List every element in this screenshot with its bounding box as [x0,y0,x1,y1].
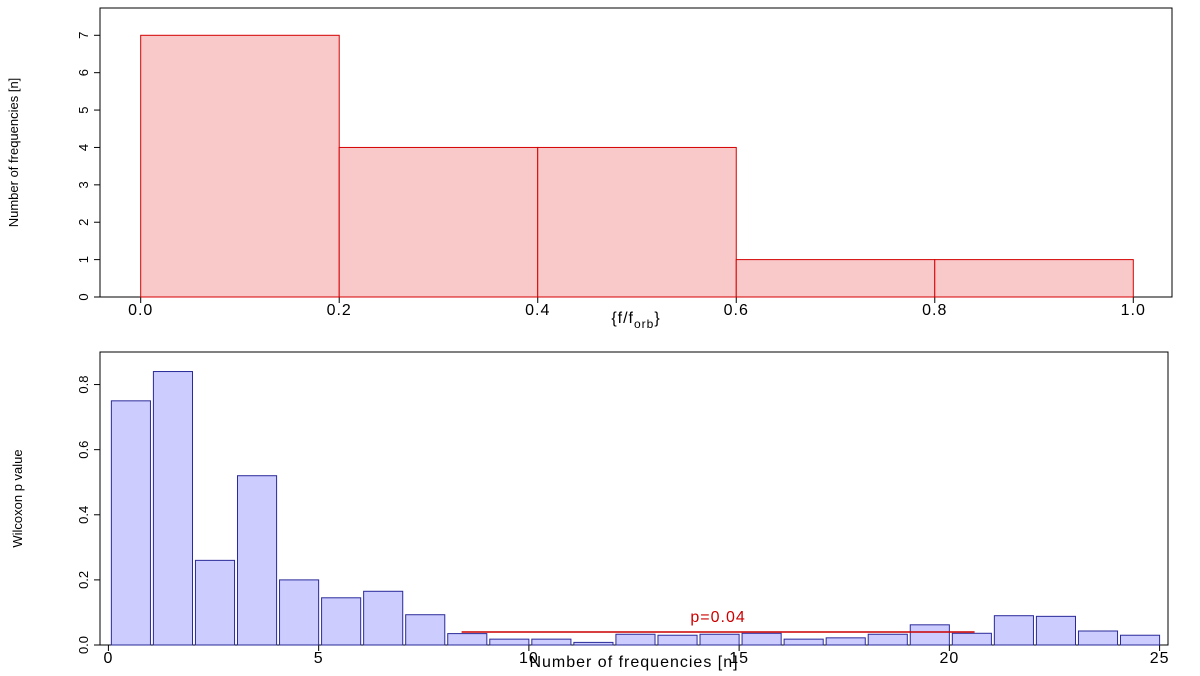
x-tick-label: 0.8 [922,302,947,319]
bar [363,590,404,646]
bar [867,633,908,646]
y-tick-label: 3 [76,181,91,188]
bar [110,400,151,646]
y-tick-label: 0.8 [76,376,91,394]
bar [279,579,320,646]
x-tick-label: 5 [314,650,324,667]
y-axis-label: Number of frequencies [n] [6,78,21,228]
bar [531,638,572,646]
x-tick-label: 0.6 [724,302,749,319]
bar [1035,615,1076,646]
bar [405,614,446,646]
histogram-bar [338,146,539,298]
y-tick-label: 2 [76,219,91,226]
bar [657,634,698,646]
bar [1119,634,1161,646]
bar [699,633,740,646]
y-tick-label: 7 [76,32,91,39]
bar [993,615,1034,646]
x-tick-label: 0 [103,650,113,667]
histogram-bar [537,146,737,298]
bar [573,641,614,646]
bar [951,632,992,646]
bar [152,371,194,646]
bar [615,633,656,646]
x-tick-label: 10 [519,650,539,667]
bar [909,624,950,646]
bar [825,637,866,646]
bar [321,597,362,646]
x-tick-label: 0.2 [327,302,352,319]
x-tick-label: 20 [939,650,959,667]
histogram-bar [934,259,1134,298]
x-label-part: {f/f [611,310,634,327]
y-tick-label: 0 [76,293,91,300]
y-axis-label: Wilcoxon p value [10,449,25,547]
x-tick-label: 0.0 [128,302,153,319]
x-tick-label: 1.0 [1121,302,1146,319]
x-axis-label: Number of frequencies [n] [529,654,738,671]
y-tick-label: 4 [76,144,91,151]
histogram-bar [140,34,340,298]
bar [489,638,530,646]
histogram-bar [735,259,936,298]
x-axis-label: {f/forb} [611,310,660,331]
bar [194,559,236,646]
x-tick-label: 0.4 [525,302,550,319]
bar [1077,630,1119,646]
bar [741,632,782,646]
x-label-part: } [654,310,660,327]
y-tick-label: 0.4 [76,506,91,524]
y-tick-label: 5 [76,106,91,113]
y-tick-label: 0.0 [76,636,91,654]
y-tick-label: 0.6 [76,441,91,459]
bar [447,633,488,646]
bar [783,638,824,646]
x-tick-label: 25 [1150,650,1170,667]
y-tick-label: 6 [76,69,91,76]
x-label-subscript: orb [634,317,654,331]
y-tick-label: 0.2 [76,571,91,589]
x-tick-label: 15 [729,650,749,667]
bar [236,475,278,646]
y-tick-label: 1 [76,256,91,263]
annotation-text: p=0.04 [690,609,745,626]
